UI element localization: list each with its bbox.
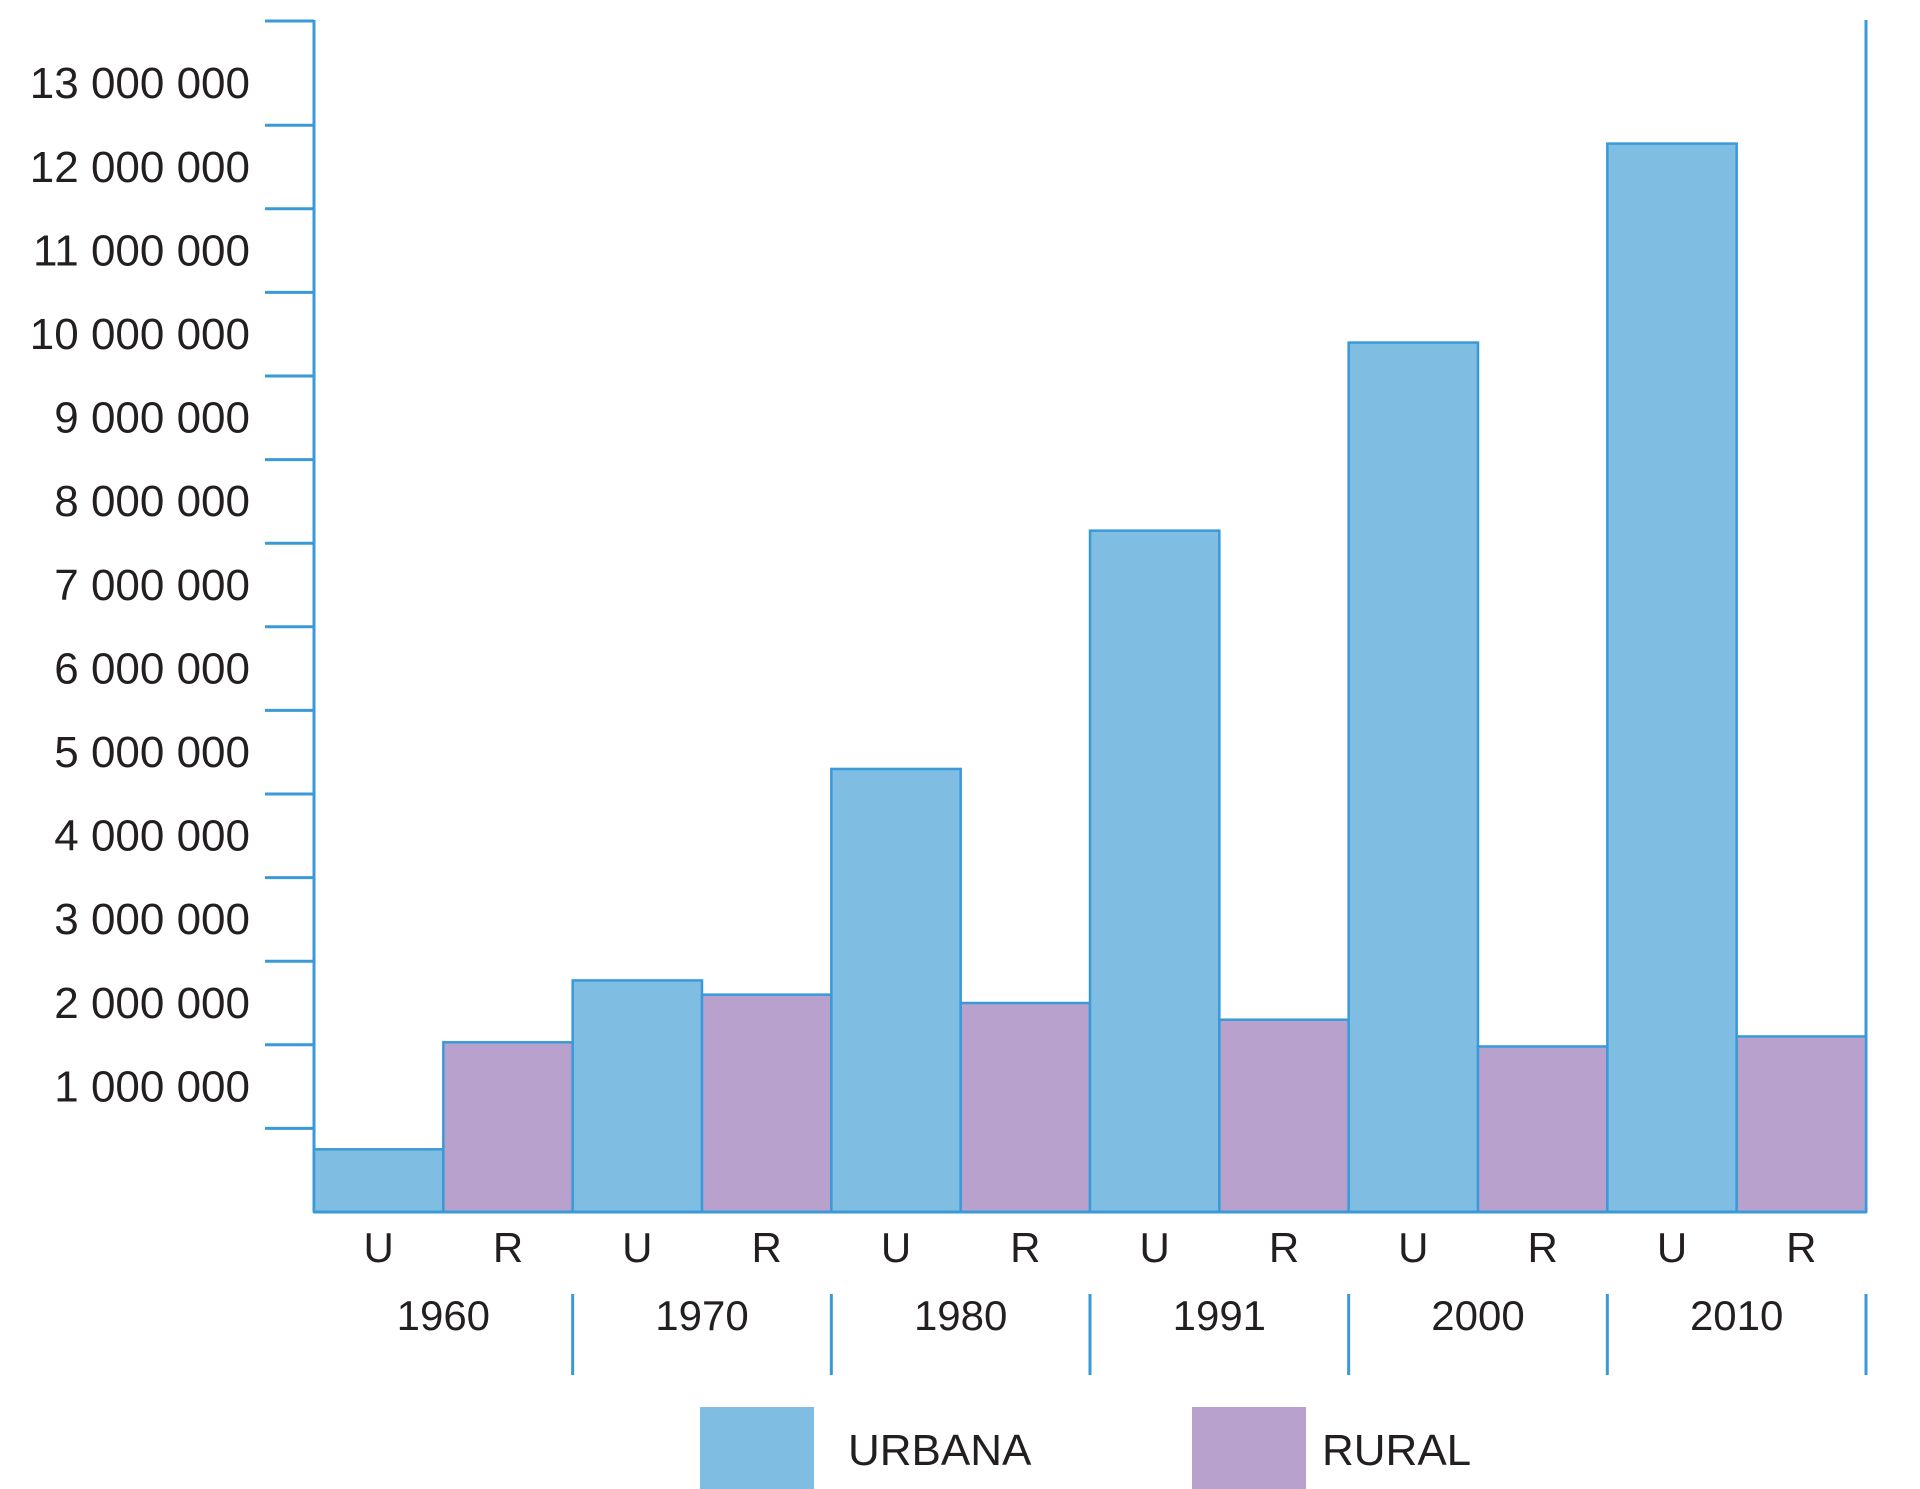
y-tick-label: 7 000 000 <box>54 561 250 610</box>
bar-rural-2000 <box>1476 1045 1609 1214</box>
sub-label: U <box>1657 1224 1687 1271</box>
y-tick-label: 8 000 000 <box>54 477 250 526</box>
bar-rural-1960 <box>442 1041 574 1214</box>
year-label: 2010 <box>1690 1292 1783 1339</box>
y-tick-label: 10 000 000 <box>30 310 250 359</box>
bar-rural-1970 <box>700 993 833 1214</box>
bar-urbana-2000 <box>1347 341 1480 1214</box>
sub-label: R <box>1010 1224 1040 1271</box>
bar-urbana-1960 <box>312 1148 445 1214</box>
bar-rural-1991 <box>1218 1018 1350 1214</box>
y-tick-label: 4 000 000 <box>54 812 250 861</box>
sub-label: R <box>1269 1224 1299 1271</box>
bar-urbana-2010 <box>1606 142 1738 1214</box>
sub-label: U <box>1139 1224 1169 1271</box>
sub-label: R <box>1786 1224 1816 1271</box>
y-tick-label: 1 000 000 <box>54 1062 250 1111</box>
bar-urbana-1970 <box>571 979 704 1214</box>
bar-rural-2010 <box>1735 1035 1868 1214</box>
year-label: 1970 <box>655 1292 748 1339</box>
year-label: 1991 <box>1173 1292 1266 1339</box>
legend-label-rural: RURAL <box>1322 1426 1471 1475</box>
bar-rural-1980 <box>959 1001 1092 1214</box>
sub-label: R <box>493 1224 523 1271</box>
bar-urbana-1991 <box>1088 529 1221 1214</box>
y-tick-label: 11 000 000 <box>33 226 250 275</box>
sub-label: U <box>881 1224 911 1271</box>
sub-label: R <box>751 1224 781 1271</box>
legend-swatch-rural <box>1192 1407 1306 1489</box>
y-tick-label: 13 000 000 <box>30 59 250 108</box>
year-label: 2000 <box>1431 1292 1524 1339</box>
legend: URBANA RURAL <box>700 1407 1471 1489</box>
bar-urbana-1980 <box>830 767 962 1214</box>
y-tick-label: 5 000 000 <box>54 728 250 777</box>
sub-label: U <box>363 1224 393 1271</box>
y-axis: 1 000 000 2 000 000 3 000 000 4 000 000 5 00… <box>30 19 1868 1212</box>
year-label: 1980 <box>914 1292 1007 1339</box>
sub-label: U <box>1398 1224 1428 1271</box>
y-tick-label: 3 000 000 <box>54 895 250 944</box>
bars <box>312 142 1868 1214</box>
year-label: 1960 <box>397 1292 490 1339</box>
legend-swatch-urbana <box>700 1407 814 1489</box>
y-tick-label: 6 000 000 <box>54 644 250 693</box>
y-tick-label: 12 000 000 <box>30 143 250 192</box>
sub-label: U <box>622 1224 652 1271</box>
y-tick-label: 9 000 000 <box>54 394 250 443</box>
sub-label: R <box>1527 1224 1557 1271</box>
y-tick-label: 2 000 000 <box>54 979 250 1028</box>
legend-label-urbana: URBANA <box>848 1426 1032 1475</box>
